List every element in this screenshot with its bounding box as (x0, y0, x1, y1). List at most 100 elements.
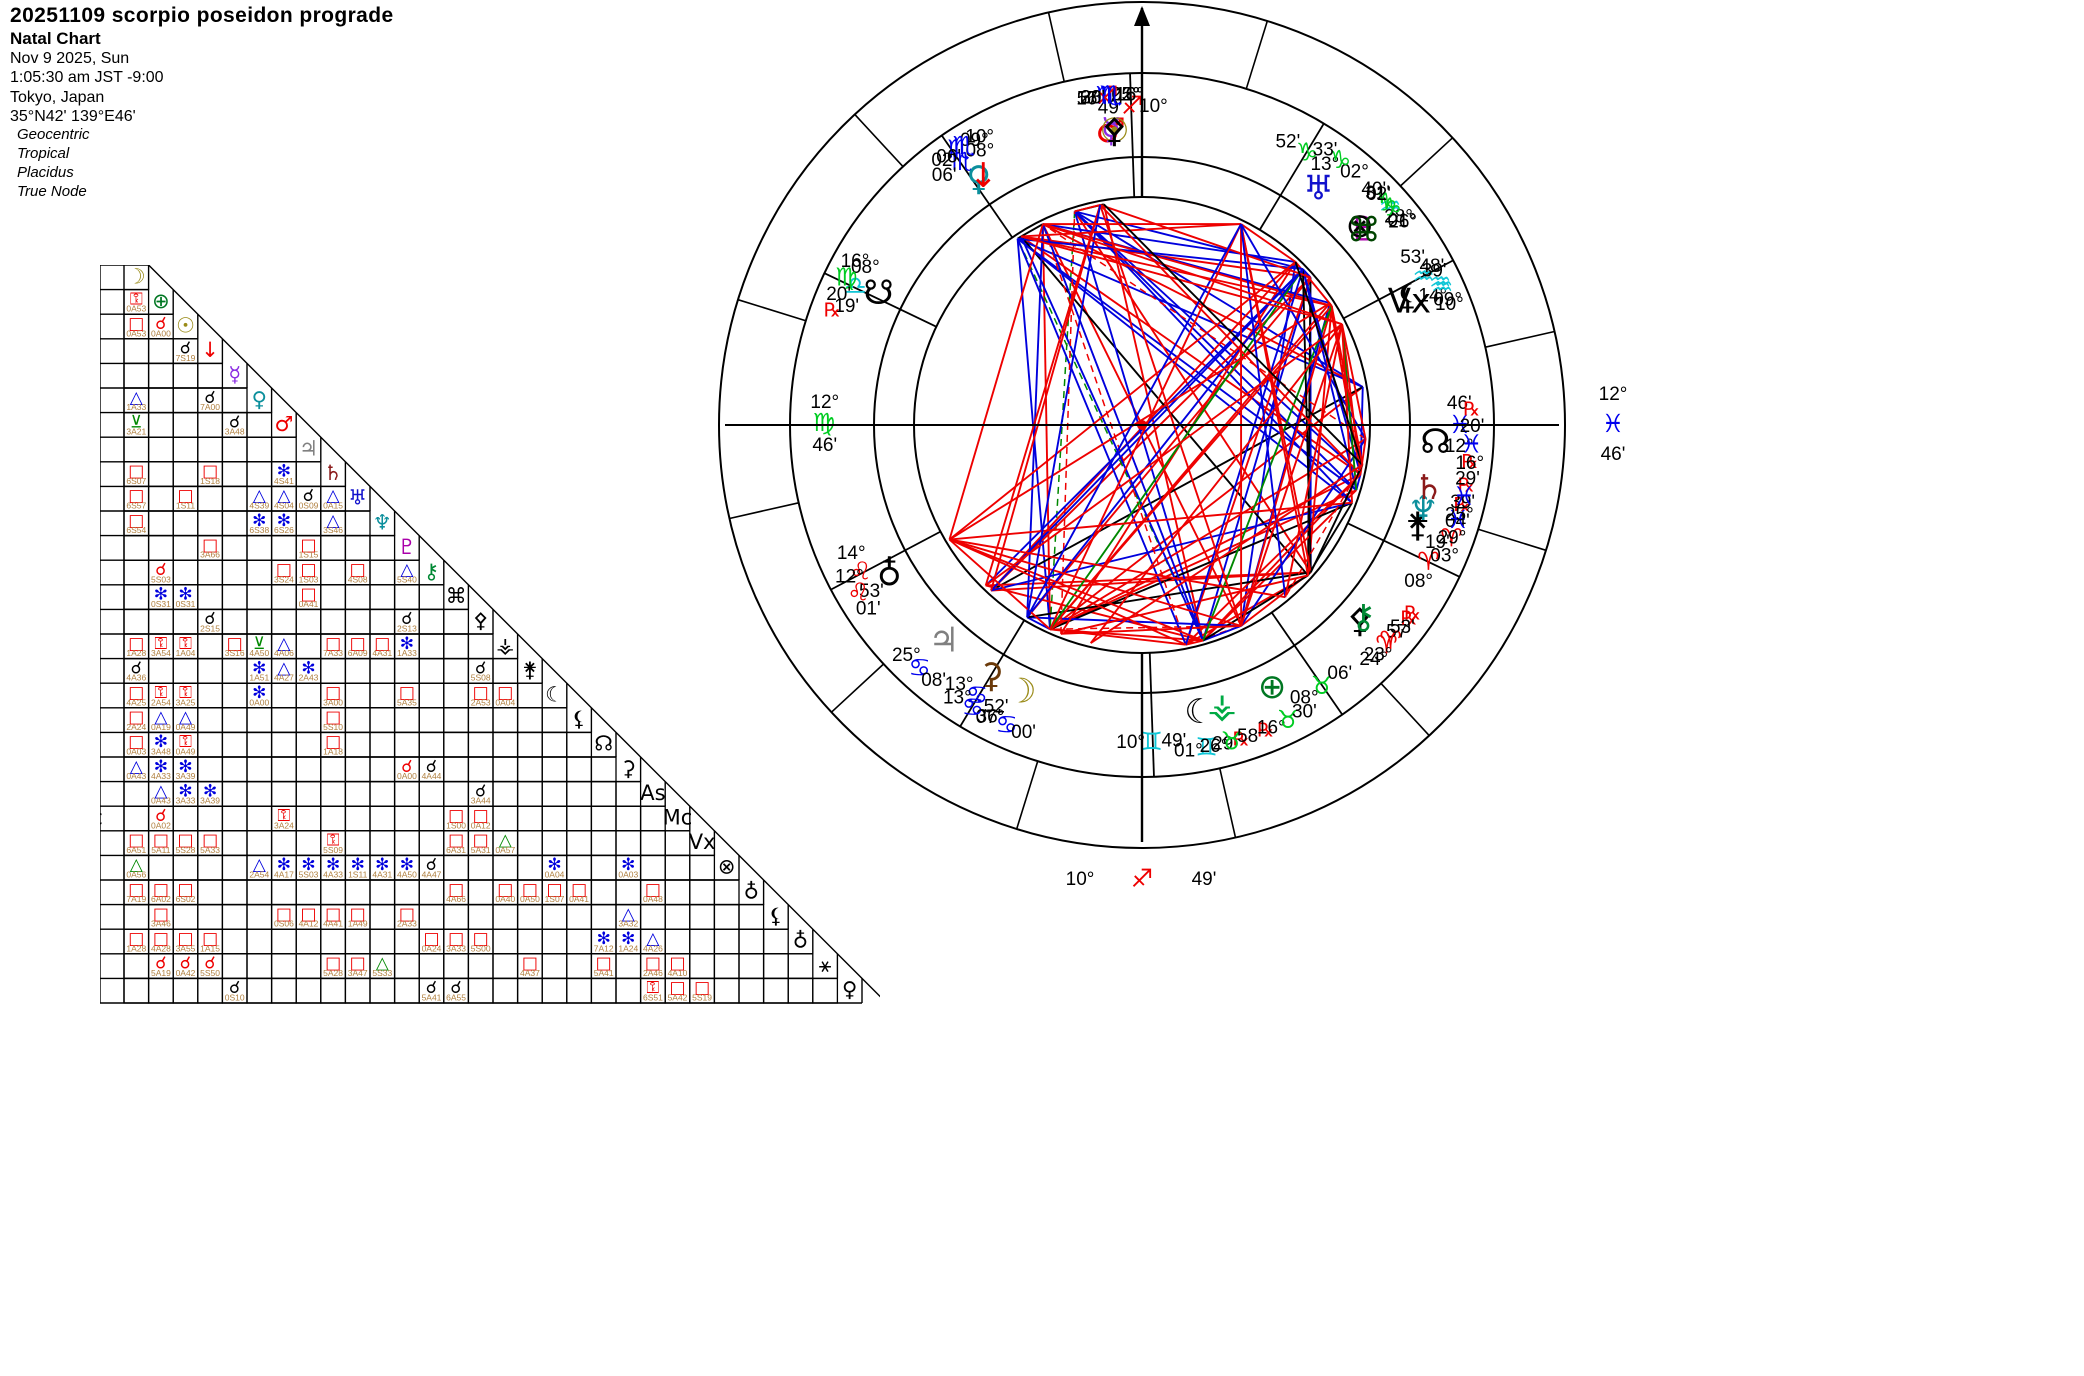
aspect-cell[interactable] (443, 780, 470, 807)
aspect-cell[interactable] (295, 928, 322, 955)
aspect-cell[interactable] (393, 707, 420, 734)
aspect-cell[interactable] (443, 633, 470, 660)
aspect-cell[interactable] (172, 559, 199, 586)
aspect-cell[interactable] (172, 657, 199, 684)
aspect-cell[interactable] (270, 928, 297, 955)
aspect-cell[interactable] (295, 953, 322, 980)
aspect-cell[interactable] (541, 780, 568, 807)
aspect-cell[interactable] (615, 879, 642, 906)
aspect-cell[interactable] (246, 707, 273, 734)
aspect-grid-canvas[interactable]: ☽⊕☉↓☿♀♂♃♄♅♆♇⚷⌘⚴⚶⚵☾⚸☊⚳AsMcVx⊗♁⚸♁⚹♀☽⊕☉↓☿♀♂… (100, 265, 880, 1365)
aspect-cell[interactable] (516, 682, 543, 709)
aspect-cell[interactable] (246, 953, 273, 980)
aspect-cell[interactable] (295, 510, 322, 537)
aspect-cell[interactable] (270, 879, 297, 906)
aspect-cell[interactable] (393, 731, 420, 758)
aspect-cell[interactable] (369, 879, 396, 906)
aspect-cell[interactable] (393, 977, 420, 1004)
aspect-cell[interactable] (270, 780, 297, 807)
aspect-cell[interactable] (639, 830, 666, 857)
aspect-cell[interactable] (320, 780, 347, 807)
aspect-cell[interactable] (270, 534, 297, 561)
aspect-cell[interactable] (541, 953, 568, 980)
aspect-cell[interactable] (295, 633, 322, 660)
aspect-cell[interactable] (492, 854, 519, 881)
aspect-cell[interactable] (443, 657, 470, 684)
aspect-cell[interactable] (123, 953, 150, 980)
aspect-cell[interactable] (443, 682, 470, 709)
aspect-cell[interactable] (516, 903, 543, 930)
aspect-cell[interactable] (492, 707, 519, 734)
aspect-cell[interactable] (172, 436, 199, 463)
aspect-cell[interactable] (615, 805, 642, 832)
aspect-cell[interactable] (246, 461, 273, 488)
aspect-cell[interactable] (541, 830, 568, 857)
aspect-cell[interactable] (516, 830, 543, 857)
planet-poseidon[interactable]: ⌘ (1347, 210, 1381, 250)
aspect-cell[interactable] (320, 534, 347, 561)
aspect-cell[interactable] (467, 731, 494, 758)
aspect-cell[interactable] (221, 682, 248, 709)
aspect-cell[interactable] (393, 780, 420, 807)
aspect-cell[interactable] (221, 854, 248, 881)
planet-arrow-down[interactable]: ↓ (969, 156, 998, 196)
aspect-cell[interactable] (369, 830, 396, 857)
aspect-cell[interactable] (492, 805, 519, 832)
aspect-cell[interactable] (516, 707, 543, 734)
aspect-cell[interactable] (516, 977, 543, 1004)
aspect-cell[interactable] (369, 780, 396, 807)
natal-wheel[interactable]: 12° ♍ 46' 08° ♎ 19' 08° ♏ 06' 10° ♐ 49' 13° ♑ 52' 14° ♒ 5… (700, 0, 2084, 1376)
aspect-cell[interactable] (566, 854, 593, 881)
aspect-cell[interactable] (221, 584, 248, 611)
aspect-cell[interactable] (443, 953, 470, 980)
aspect-cell[interactable] (615, 830, 642, 857)
aspect-cell[interactable] (344, 805, 371, 832)
aspect-cell[interactable] (418, 707, 445, 734)
aspect-cell[interactable] (492, 756, 519, 783)
aspect-cell[interactable] (197, 485, 224, 512)
aspect-cell[interactable] (393, 657, 420, 684)
aspect-cell[interactable] (344, 584, 371, 611)
aspect-cell[interactable] (492, 731, 519, 758)
aspect-cell[interactable] (221, 559, 248, 586)
planet-pallas[interactable]: ⚴ (1347, 601, 1372, 641)
aspect-cell[interactable] (172, 510, 199, 537)
aspect-cell[interactable] (541, 707, 568, 734)
aspect-cell[interactable] (541, 903, 568, 930)
aspect-cell[interactable] (172, 854, 199, 881)
aspect-cell[interactable] (172, 411, 199, 438)
aspect-cell[interactable] (467, 756, 494, 783)
aspect-cell[interactable] (295, 830, 322, 857)
aspect-cell[interactable] (393, 830, 420, 857)
aspect-cell[interactable] (369, 928, 396, 955)
aspect-cell[interactable] (615, 977, 642, 1004)
aspect-cell[interactable] (197, 805, 224, 832)
aspect-cell[interactable] (320, 928, 347, 955)
aspect-cell[interactable] (320, 559, 347, 586)
aspect-cell[interactable] (369, 534, 396, 561)
wheel-placements[interactable]: ☽07°♋00'⚳13°♋36'♃25°♋08'♁12°♌01'☾01°♊29'… (824, 80, 1485, 761)
planet-neptune[interactable]: ♆ (1408, 489, 1438, 529)
aspect-cell[interactable] (344, 977, 371, 1004)
aspect-cell[interactable] (418, 584, 445, 611)
aspect-cell[interactable] (197, 559, 224, 586)
aspect-cell[interactable] (320, 879, 347, 906)
planet-mercury[interactable]: ☿ (1101, 111, 1122, 151)
aspect-cell[interactable] (197, 362, 224, 389)
aspect-cell[interactable] (221, 928, 248, 955)
aspect-cell[interactable] (147, 657, 174, 684)
aspect-cell[interactable] (295, 780, 322, 807)
aspect-cell[interactable] (639, 903, 666, 930)
aspect-cell[interactable] (369, 559, 396, 586)
aspect-cell[interactable] (369, 903, 396, 930)
aspect-cell[interactable] (221, 830, 248, 857)
aspect-cell[interactable] (295, 707, 322, 734)
planet-saturn[interactable]: ♄ (1414, 468, 1444, 508)
aspect-cell[interactable] (221, 780, 248, 807)
aspect-cell[interactable] (369, 731, 396, 758)
aspect-cell[interactable] (147, 362, 174, 389)
aspect-cell[interactable] (590, 756, 617, 783)
aspect-cell[interactable] (443, 854, 470, 881)
aspect-cell[interactable] (123, 584, 150, 611)
aspect-cell[interactable] (344, 928, 371, 955)
